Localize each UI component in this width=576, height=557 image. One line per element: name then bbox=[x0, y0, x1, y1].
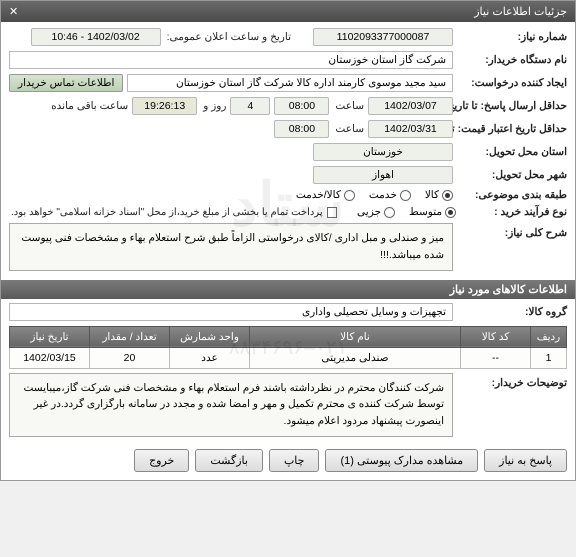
radio-icon bbox=[445, 207, 456, 218]
window-title: جزئیات اطلاعات نیاز bbox=[474, 5, 567, 18]
days-left: 4 bbox=[230, 97, 270, 115]
radio-label: جزیی bbox=[357, 206, 381, 218]
rooz-label: روز و bbox=[201, 100, 226, 112]
radio-label: متوسط bbox=[409, 206, 442, 218]
time-left: 19:26:13 bbox=[132, 97, 197, 115]
buyer-notes-label: توضیحات خریدار: bbox=[457, 373, 567, 389]
saat-label-2: ساعت bbox=[333, 123, 364, 135]
deadline-date: 1402/03/07 bbox=[368, 97, 453, 115]
buyer-notes-box: شرکت کنندگان محترم در نظرداشته باشند فرم… bbox=[9, 373, 453, 437]
goods-table: ردیفکد کالانام کالاواحد شمارشتعداد / مقد… bbox=[9, 326, 567, 369]
table-cell: 1 bbox=[531, 347, 567, 368]
category-radio-1[interactable]: خدمت bbox=[369, 189, 411, 201]
description-box: میز و صندلی و مبل اداری /کالای درخواستی … bbox=[9, 223, 453, 271]
province-label: استان محل تحویل: bbox=[457, 146, 567, 158]
table-header: تعداد / مقدار bbox=[90, 326, 170, 347]
radio-label: کالا bbox=[425, 189, 439, 201]
category-radio-0[interactable]: کالا bbox=[425, 189, 453, 201]
print-button[interactable]: چاپ bbox=[269, 449, 320, 472]
table-header: نام کالا bbox=[250, 326, 461, 347]
announce-date-label: تاریخ و ساعت اعلان عمومی: bbox=[165, 31, 291, 43]
buyer-org-value: شرکت گاز استان خوزستان bbox=[9, 51, 453, 69]
process-label: نوع فرآیند خرید : bbox=[460, 206, 567, 218]
table-cell: 1402/03/15 bbox=[10, 347, 90, 368]
requester-label: ایجاد کننده درخواست: bbox=[457, 77, 567, 89]
treasury-checkbox[interactable] bbox=[327, 207, 338, 218]
radio-icon bbox=[400, 190, 411, 201]
radio-label: کالا/خدمت bbox=[296, 189, 341, 201]
province-value: خوزستان bbox=[313, 143, 453, 161]
need-no-label: شماره نیاز: bbox=[457, 31, 567, 43]
baghi-label: ساعت باقی مانده bbox=[49, 100, 128, 112]
goods-group-label: گروه کالا: bbox=[457, 306, 567, 318]
validity-date: 1402/03/31 bbox=[368, 120, 453, 138]
titlebar: جزئیات اطلاعات نیاز ✕ bbox=[1, 1, 575, 22]
process-radio-group: متوسط جزیی bbox=[357, 206, 456, 218]
respond-button[interactable]: پاسخ به نیاز bbox=[484, 449, 567, 472]
footer-buttons: پاسخ به نیاز مشاهده مدارک پیوستی (1) چاپ… bbox=[9, 449, 567, 472]
window: جزئیات اطلاعات نیاز ✕ ستاد شماره نیاز: 1… bbox=[0, 0, 576, 481]
city-label: شهر محل تحویل: bbox=[457, 169, 567, 181]
table-header: واحد شمارش bbox=[170, 326, 250, 347]
body: ستاد شماره نیاز: 1102093377000087 تاریخ … bbox=[1, 22, 575, 480]
desc-label: شرح کلی نیاز: bbox=[457, 223, 567, 239]
exit-button[interactable]: خروج bbox=[134, 449, 189, 472]
contact-buyer-button[interactable]: اطلاعات تماس خریدار bbox=[9, 74, 123, 92]
table-header: تاریخ نیاز bbox=[10, 326, 90, 347]
attachments-button[interactable]: مشاهده مدارک پیوستی (1) bbox=[325, 449, 478, 472]
buyer-org-label: نام دستگاه خریدار: bbox=[457, 54, 567, 66]
table-cell: عدد bbox=[170, 347, 250, 368]
saat-label-1: ساعت bbox=[333, 100, 364, 112]
close-icon[interactable]: ✕ bbox=[9, 5, 18, 18]
radio-icon bbox=[442, 190, 453, 201]
table-header: کد کالا bbox=[461, 326, 531, 347]
process-radio-1[interactable]: جزیی bbox=[357, 206, 395, 218]
requester-value: سید مجید موسوی کارمند اداره کالا شرکت گا… bbox=[127, 74, 453, 92]
category-label: طبقه بندی موضوعی: bbox=[457, 189, 567, 201]
table-cell: 20 bbox=[90, 347, 170, 368]
table-cell: -- bbox=[461, 347, 531, 368]
validity-label: حداقل تاریخ اعتبار قیمت: تا تاریخ: bbox=[457, 123, 567, 136]
category-radio-2[interactable]: کالا/خدمت bbox=[296, 189, 355, 201]
validity-time: 08:00 bbox=[274, 120, 329, 138]
radio-label: خدمت bbox=[369, 189, 397, 201]
back-button[interactable]: بازگشت bbox=[195, 449, 263, 472]
table-cell: صندلی مدیریتی bbox=[250, 347, 461, 368]
table-header: ردیف bbox=[531, 326, 567, 347]
process-radio-0[interactable]: متوسط bbox=[409, 206, 456, 218]
radio-icon bbox=[344, 190, 355, 201]
deadline-time: 08:00 bbox=[274, 97, 329, 115]
announce-date-value: 1402/03/02 - 10:46 bbox=[31, 28, 161, 46]
table-row[interactable]: 1--صندلی مدیریتیعدد201402/03/15 bbox=[10, 347, 567, 368]
radio-icon bbox=[384, 207, 395, 218]
category-radio-group: کالا خدمت کالا/خدمت bbox=[296, 189, 453, 201]
payment-note: پرداخت تمام یا بخشی از مبلغ خرید،از محل … bbox=[9, 207, 323, 218]
city-value: اهواز bbox=[313, 166, 453, 184]
goods-group-value: تجهیزات و وسایل تحصیلی واداری bbox=[9, 303, 453, 321]
need-no-value: 1102093377000087 bbox=[313, 28, 453, 46]
deadline-label: حداقل ارسال پاسخ: تا تاریخ: bbox=[457, 100, 567, 113]
goods-section-header: اطلاعات کالاهای مورد نیاز bbox=[1, 280, 575, 299]
